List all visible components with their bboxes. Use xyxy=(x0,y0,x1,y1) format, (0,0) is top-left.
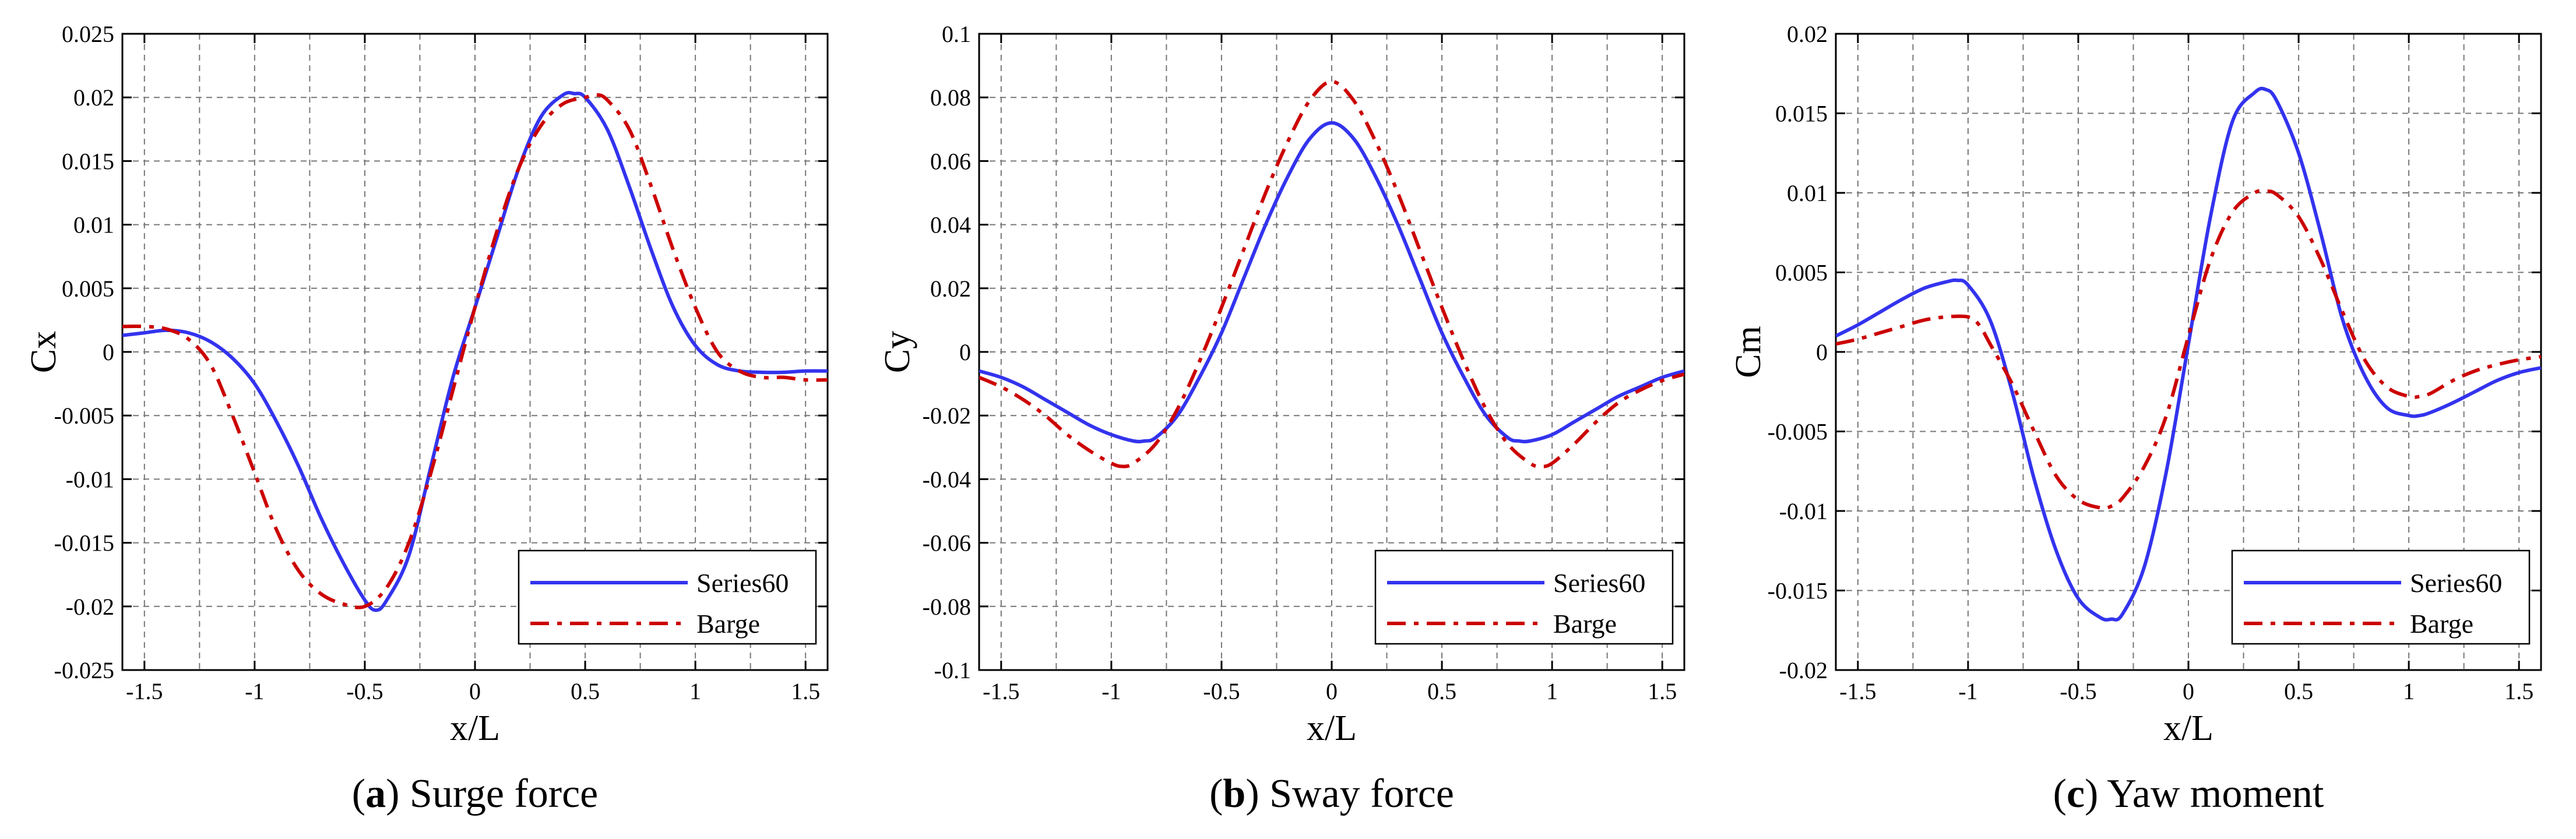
y-tick-label: -0.01 xyxy=(1779,498,1828,524)
y-tick-label: -0.015 xyxy=(54,530,114,556)
y-tick-label: -0.015 xyxy=(1768,578,1828,604)
chart-panel-c: -1.5 -1 -0.5 0 0.5 1 1.5 -0.02 -0.015 -0.01 -0.005… xyxy=(1729,21,2542,816)
x-tick-label: -1 xyxy=(1102,678,1121,704)
y-tick-label: 0 xyxy=(103,339,114,365)
caption-title: Sway force xyxy=(1269,771,1454,816)
y-tick-label: 0.1 xyxy=(942,21,971,47)
chart-panel-b: -1.5 -1 -0.5 0 0.5 1 1.5 -0.1 -0.08 -0.06 -0.04 -0.… xyxy=(878,21,1685,816)
series-line-series60 xyxy=(1836,86,2541,622)
caption-paren-close: ) xyxy=(2085,771,2107,816)
x-tick-label: -1.5 xyxy=(126,678,163,704)
x-tick-label: 0 xyxy=(2183,678,2194,704)
x-tick-label: 0.5 xyxy=(571,678,600,704)
x-tick-label: 1 xyxy=(1546,678,1558,704)
y-tick-label: 0.04 xyxy=(930,212,971,238)
caption-paren-close: ) xyxy=(386,771,410,816)
legend-label: Series60 xyxy=(696,568,789,598)
series-line-barge xyxy=(122,93,828,609)
x-tick-label: 1.5 xyxy=(791,678,820,704)
legend-label: Barge xyxy=(696,609,760,639)
legend-label: Series60 xyxy=(1553,568,1645,598)
y-tick-label: 0 xyxy=(1816,339,1828,365)
caption-title: Surge force xyxy=(410,771,598,816)
caption-paren-open: ( xyxy=(1209,771,1223,816)
chart-panel-a: -1.5 -1 -0.5 0 0.5 1 1.5 -0.025 -0.02 -0.015 -0.01… xyxy=(24,21,829,816)
y-axis-title: Cy xyxy=(878,331,917,373)
y-tick-label: 0.06 xyxy=(930,148,971,174)
panel-caption: (a) Surge force xyxy=(352,771,598,816)
y-tick-label: -0.1 xyxy=(934,657,971,683)
y-tick-label: -0.01 xyxy=(66,466,114,492)
caption-paren-open: ( xyxy=(352,771,365,816)
x-tick-label: 0.5 xyxy=(1427,678,1456,704)
x-axis-title: x/L xyxy=(2163,708,2213,748)
panel-caption: (c) Yaw moment xyxy=(2053,771,2324,816)
x-tick-label: -1.5 xyxy=(1839,678,1876,704)
x-tick-label: 1 xyxy=(2403,678,2415,704)
y-tick-label: -0.02 xyxy=(923,403,971,429)
x-tick-label: 1.5 xyxy=(1648,678,1677,704)
y-tick-label: 0.025 xyxy=(62,21,114,47)
x-tick-label: 1.5 xyxy=(2504,678,2533,704)
x-tick-label: 0 xyxy=(1326,678,1338,704)
y-tick-label: 0 xyxy=(959,339,971,365)
y-tick-label: 0.005 xyxy=(1775,260,1828,286)
caption-title: Yaw moment xyxy=(2107,771,2324,816)
x-axis-title: x/L xyxy=(450,708,500,748)
y-tick-label: -0.02 xyxy=(66,594,114,620)
panel-caption: (b) Sway force xyxy=(1209,771,1454,816)
series-line-barge xyxy=(979,79,1684,468)
y-tick-label: -0.025 xyxy=(54,657,114,683)
y-tick-label: 0.015 xyxy=(1775,101,1828,127)
y-tick-label: 0.01 xyxy=(1787,180,1828,206)
y-tick-label: 0.005 xyxy=(62,276,114,302)
legend-label: Series60 xyxy=(2410,568,2502,598)
y-tick-label: 0.08 xyxy=(930,84,971,111)
x-tick-label: -0.5 xyxy=(346,678,383,704)
x-tick-label: -0.5 xyxy=(1203,678,1240,704)
x-tick-label: -1 xyxy=(245,678,264,704)
y-axis-title: Cx xyxy=(24,331,64,373)
legend-box xyxy=(518,549,817,645)
caption-letter: b xyxy=(1223,771,1245,816)
legend-box xyxy=(1374,549,1674,645)
y-tick-label: -0.005 xyxy=(54,403,114,429)
caption-letter: c xyxy=(2067,771,2085,816)
legend-label: Barge xyxy=(1553,609,1617,639)
x-axis-title: x/L xyxy=(1307,708,1357,748)
y-axis-title: Cm xyxy=(1729,326,1768,378)
y-tick-label: -0.02 xyxy=(1779,657,1828,683)
y-tick-label: 0.015 xyxy=(62,148,114,174)
y-tick-label: 0.02 xyxy=(930,276,971,302)
legend-label: Barge xyxy=(2410,609,2473,639)
series-line-barge xyxy=(1836,189,2541,510)
y-tick-label: -0.06 xyxy=(923,530,971,556)
caption-letter: a xyxy=(365,771,386,816)
x-tick-label: -0.5 xyxy=(2060,678,2096,704)
x-tick-label: 0.5 xyxy=(2284,678,2313,704)
caption-paren-open: ( xyxy=(2053,771,2067,816)
x-tick-label: 0 xyxy=(469,678,481,704)
y-tick-label: -0.005 xyxy=(1768,419,1828,445)
y-tick-label: 0.02 xyxy=(1787,21,1828,47)
x-tick-label: 1 xyxy=(689,678,701,704)
caption-paren-close: ) xyxy=(1245,771,1269,816)
y-tick-label: -0.04 xyxy=(923,466,971,492)
x-tick-label: -1.5 xyxy=(983,678,1019,704)
y-tick-label: 0.02 xyxy=(73,84,114,111)
legend-box xyxy=(2231,549,2531,645)
series-line-series60 xyxy=(979,121,1684,443)
y-tick-label: 0.01 xyxy=(73,212,114,238)
x-tick-label: -1 xyxy=(1958,678,1977,704)
y-tick-label: -0.08 xyxy=(923,594,971,620)
